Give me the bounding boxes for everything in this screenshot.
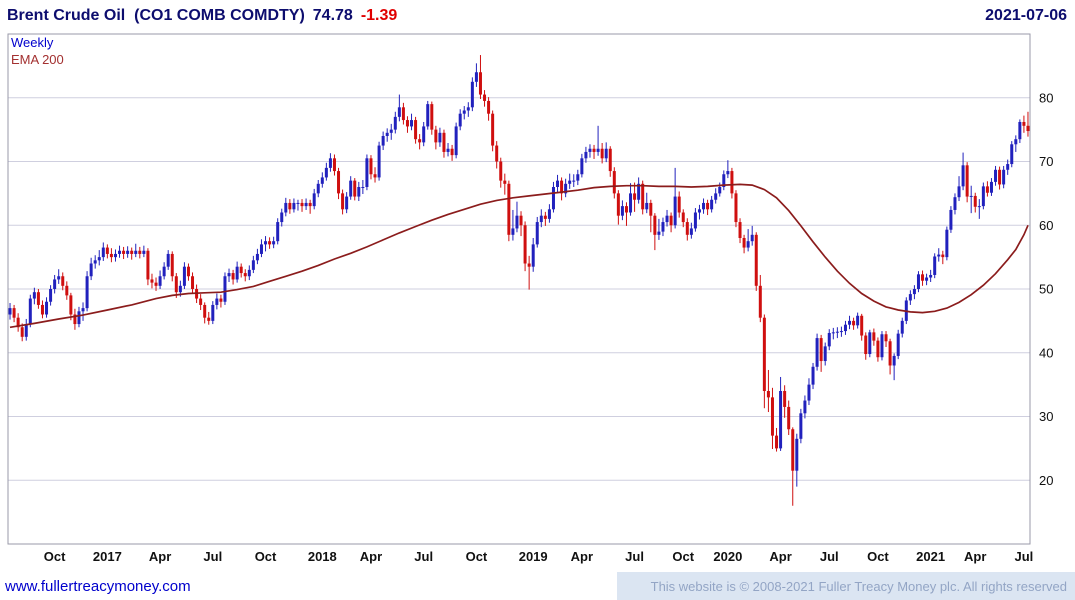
svg-text:80: 80 [1039,90,1053,105]
svg-text:30: 30 [1039,409,1053,424]
svg-text:2021: 2021 [916,549,945,564]
price-chart: 20 30 40 50 60 70 80 Oct 2017 Apr Jul Oct 2018 Apr Jul… [0,30,1075,572]
svg-text:Oct: Oct [466,549,488,564]
svg-text:Jul: Jul [203,549,222,564]
price-change: -1.39 [360,7,398,24]
svg-text:50: 50 [1039,282,1053,297]
svg-text:Apr: Apr [360,549,382,564]
svg-text:Oct: Oct [672,549,694,564]
svg-text:Oct: Oct [255,549,277,564]
ema-legend-label: EMA 200 [11,52,64,67]
svg-text:Apr: Apr [964,549,986,564]
copyright-text: This website is © 2008-2021 Fuller Treac… [617,572,1075,600]
last-price: 74.78 [312,7,353,24]
svg-text:2017: 2017 [93,549,122,564]
svg-text:Jul: Jul [625,549,644,564]
svg-text:70: 70 [1039,154,1053,169]
svg-text:40: 40 [1039,345,1053,360]
chart-date: 2021-07-06 [985,7,1067,24]
site-link[interactable]: www.fullertreacymoney.com [5,578,191,595]
svg-text:2020: 2020 [713,549,742,564]
footer-bar: www.fullertreacymoney.com This website i… [0,572,1075,600]
svg-text:2019: 2019 [519,549,548,564]
title-bar: Brent Crude Oil (CO1 COMB COMDTY) 74.78 … [0,0,1075,30]
candlestick-chart-canvas: 20 30 40 50 60 70 80 Oct 2017 Apr Jul Oct 2018 Apr Jul… [7,33,1053,564]
svg-text:Apr: Apr [571,549,593,564]
timeframe-label: Weekly [11,35,54,50]
svg-text:2018: 2018 [308,549,337,564]
chart-title: Brent Crude Oil (CO1 COMB COMDTY) [7,7,305,24]
svg-text:20: 20 [1039,473,1053,488]
svg-text:Apr: Apr [769,549,791,564]
svg-text:Jul: Jul [414,549,433,564]
chart-legend: Weekly EMA 200 [11,34,64,68]
svg-text:60: 60 [1039,218,1053,233]
svg-text:Apr: Apr [149,549,171,564]
svg-text:Jul: Jul [820,549,839,564]
svg-text:Oct: Oct [44,549,66,564]
svg-text:Oct: Oct [867,549,889,564]
svg-text:Jul: Jul [1015,549,1034,564]
